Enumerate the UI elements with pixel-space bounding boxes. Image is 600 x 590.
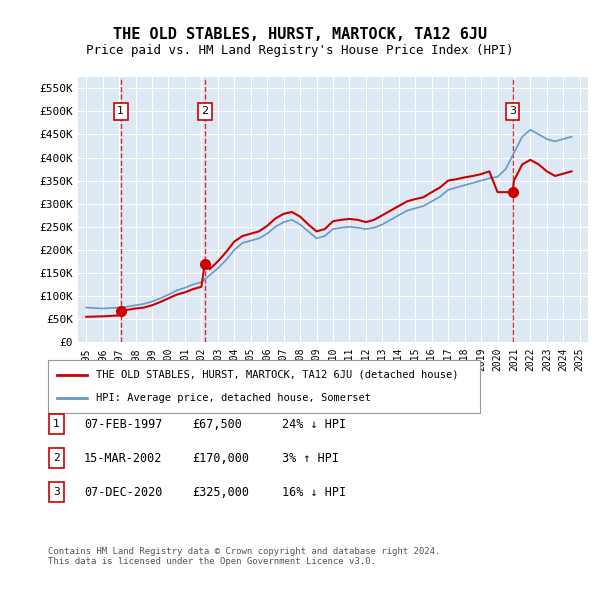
Text: Contains HM Land Registry data © Crown copyright and database right 2024.
This d: Contains HM Land Registry data © Crown c… xyxy=(48,547,440,566)
FancyBboxPatch shape xyxy=(48,360,480,413)
Text: 3: 3 xyxy=(53,487,60,497)
Text: £170,000: £170,000 xyxy=(192,452,249,465)
Text: Price paid vs. HM Land Registry's House Price Index (HPI): Price paid vs. HM Land Registry's House … xyxy=(86,44,514,57)
Text: 24% ↓ HPI: 24% ↓ HPI xyxy=(282,418,346,431)
Text: THE OLD STABLES, HURST, MARTOCK, TA12 6JU (detached house): THE OLD STABLES, HURST, MARTOCK, TA12 6J… xyxy=(95,370,458,380)
Text: 1: 1 xyxy=(117,106,124,116)
FancyBboxPatch shape xyxy=(49,414,64,434)
FancyBboxPatch shape xyxy=(49,482,64,502)
Text: 2: 2 xyxy=(53,453,60,463)
Text: 16% ↓ HPI: 16% ↓ HPI xyxy=(282,486,346,499)
Text: £325,000: £325,000 xyxy=(192,486,249,499)
Text: THE OLD STABLES, HURST, MARTOCK, TA12 6JU: THE OLD STABLES, HURST, MARTOCK, TA12 6J… xyxy=(113,27,487,41)
Text: 07-DEC-2020: 07-DEC-2020 xyxy=(84,486,163,499)
Text: 3: 3 xyxy=(509,106,516,116)
Text: 1: 1 xyxy=(53,419,60,428)
Text: 3% ↑ HPI: 3% ↑ HPI xyxy=(282,452,339,465)
Text: £67,500: £67,500 xyxy=(192,418,242,431)
Text: 2: 2 xyxy=(201,106,208,116)
Text: HPI: Average price, detached house, Somerset: HPI: Average price, detached house, Some… xyxy=(95,393,371,403)
Text: 07-FEB-1997: 07-FEB-1997 xyxy=(84,418,163,431)
FancyBboxPatch shape xyxy=(49,448,64,468)
Text: 15-MAR-2002: 15-MAR-2002 xyxy=(84,452,163,465)
